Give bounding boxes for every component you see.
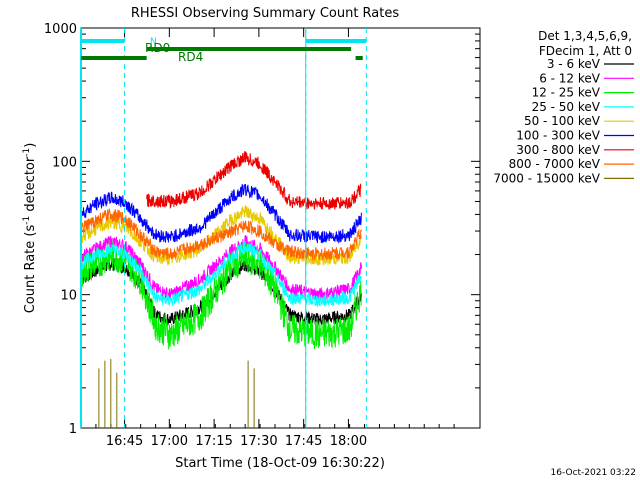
x-tick-label: 18:00 bbox=[330, 434, 367, 449]
y-tick-label: 1000 bbox=[44, 22, 77, 37]
series-line bbox=[80, 257, 362, 326]
legend-label: 50 - 100 keV bbox=[524, 114, 601, 128]
y-axis-label-end: ) bbox=[23, 143, 38, 148]
legend-label: 100 - 300 keV bbox=[516, 129, 600, 143]
legend-label: 800 - 7000 keV bbox=[509, 157, 601, 171]
y-tick-label: 100 bbox=[52, 155, 77, 170]
series-line bbox=[80, 241, 362, 307]
y-tick-label: 1 bbox=[69, 422, 77, 437]
night-label: N bbox=[150, 37, 157, 47]
x-tick-label: 17:30 bbox=[240, 434, 277, 449]
x-tick-label: 17:15 bbox=[195, 434, 232, 449]
series-line bbox=[80, 183, 362, 244]
series-line bbox=[98, 358, 255, 428]
legend-label: 3 - 6 keV bbox=[547, 57, 601, 71]
rd4-label: RD4 bbox=[178, 50, 203, 64]
series-group bbox=[80, 151, 362, 428]
y-axis-label-mid: detector bbox=[23, 156, 38, 216]
y-axis-label-main: Count Rate (s bbox=[23, 225, 38, 314]
x-axis-label: Start Time (18-Oct-09 16:30:22) bbox=[175, 456, 385, 471]
series-line bbox=[80, 208, 362, 261]
series-line bbox=[146, 151, 362, 210]
y-axis-label-sup2: -1 bbox=[22, 148, 32, 157]
y-axis-label-sup1: -1 bbox=[22, 216, 32, 225]
x-tick-label: 16:45 bbox=[106, 434, 143, 449]
chart-title: RHESSI Observing Summary Count Rates bbox=[131, 6, 400, 21]
y-axis-label: Count Rate (s-1 detector-1) bbox=[22, 143, 38, 314]
legend-label: 7000 - 15000 keV bbox=[493, 171, 600, 185]
y-axis: 1 10 100 1000 bbox=[44, 22, 480, 437]
rd0-label: RD0 bbox=[145, 41, 170, 55]
header-line-1: Det 1,3,4,5,6,9, bbox=[538, 29, 632, 43]
x-tick-label: 17:45 bbox=[285, 434, 322, 449]
y-tick-label: 10 bbox=[60, 289, 77, 304]
x-axis: 16:45 17:00 17:15 17:30 17:45 18:00 bbox=[80, 28, 455, 449]
legend-label: 25 - 50 keV bbox=[532, 100, 601, 114]
legend-label: 12 - 25 keV bbox=[532, 86, 601, 100]
plot-frame bbox=[80, 27, 481, 429]
timestamp: 16-Oct-2021 03:22 bbox=[551, 468, 636, 478]
x-tick-label: 17:00 bbox=[151, 434, 188, 449]
header-line-2: FDecim 1, Att 0 bbox=[539, 44, 632, 58]
legend-label: 300 - 800 keV bbox=[516, 143, 600, 157]
legend-label: 6 - 12 keV bbox=[539, 71, 601, 85]
